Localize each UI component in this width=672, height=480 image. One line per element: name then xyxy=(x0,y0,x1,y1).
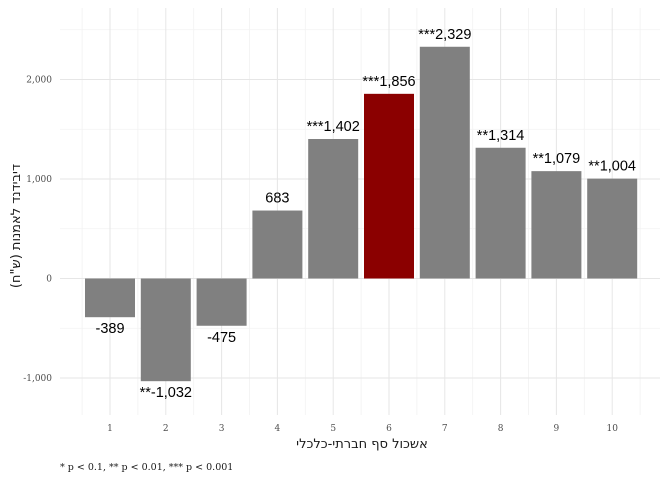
x-tick-label: 7 xyxy=(442,424,448,434)
bar xyxy=(308,139,359,279)
significance-caption: * p < 0.1, ** p < 0.01, *** p < 0.001 xyxy=(60,462,233,473)
data-label: **1,314 xyxy=(477,128,525,144)
x-tick-label: 2 xyxy=(163,424,169,434)
bar-labels: -389 **-1,032 -475 683 ***1,402 ***1,856 ***2,… xyxy=(95,27,636,401)
y-tick-label: -1,000 xyxy=(23,374,52,384)
bar xyxy=(85,278,135,318)
bar xyxy=(364,93,414,279)
x-tick-label: 4 xyxy=(275,424,281,434)
bar xyxy=(196,278,247,326)
y-tick-label: 2,000 xyxy=(26,76,52,86)
data-label: -389 xyxy=(95,321,124,337)
bar xyxy=(419,46,470,279)
y-axis-title: דיבידנד לאמנות (ש"ח) xyxy=(9,164,24,288)
x-tick-label: 5 xyxy=(330,424,336,434)
data-label: ***1,856 xyxy=(362,74,415,90)
x-tick-label: 8 xyxy=(498,424,504,434)
x-axis-title: אשכול סף חברתי-כלכלי xyxy=(296,437,428,452)
y-axis-ticks: -1,000 0 1,000 2,000 xyxy=(23,76,52,385)
bar xyxy=(252,210,303,279)
bar xyxy=(531,171,582,279)
data-label: ***2,329 xyxy=(418,27,471,43)
data-label: ***1,402 xyxy=(307,119,360,135)
x-tick-label: 10 xyxy=(606,424,618,434)
data-label: **-1,032 xyxy=(140,385,192,401)
bars xyxy=(85,46,638,382)
data-label: **1,004 xyxy=(588,159,636,175)
x-axis-ticks: 1 2 3 4 5 6 7 8 9 10 xyxy=(107,424,618,434)
x-tick-label: 6 xyxy=(386,424,392,434)
bar xyxy=(587,178,638,279)
x-tick-label: 1 xyxy=(107,424,113,434)
bar xyxy=(140,278,191,382)
x-tick-label: 3 xyxy=(219,424,225,434)
data-label: -475 xyxy=(207,330,236,346)
data-label: **1,079 xyxy=(533,151,581,167)
x-tick-label: 9 xyxy=(554,424,560,434)
data-label: 683 xyxy=(265,191,289,207)
y-tick-label: 1,000 xyxy=(26,175,52,185)
y-tick-label: 0 xyxy=(46,275,52,285)
bar xyxy=(475,147,526,279)
